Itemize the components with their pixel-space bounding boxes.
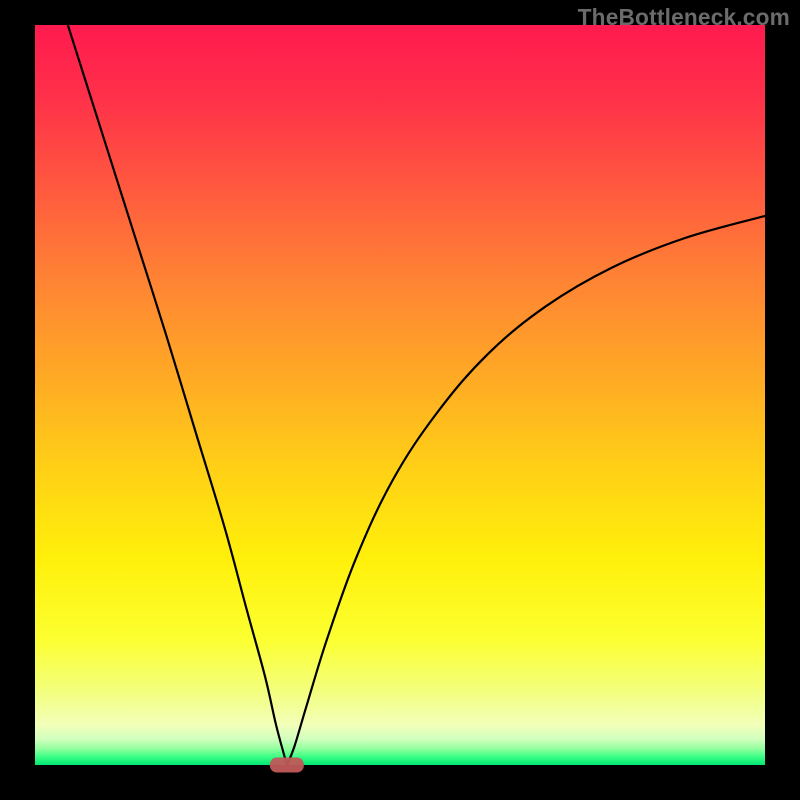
minimum-marker [270, 758, 304, 773]
gradient-plot-area [35, 25, 765, 765]
chart-stage: TheBottleneck.com [0, 0, 800, 800]
bottleneck-chart [0, 0, 800, 800]
watermark-text: TheBottleneck.com [578, 4, 790, 31]
